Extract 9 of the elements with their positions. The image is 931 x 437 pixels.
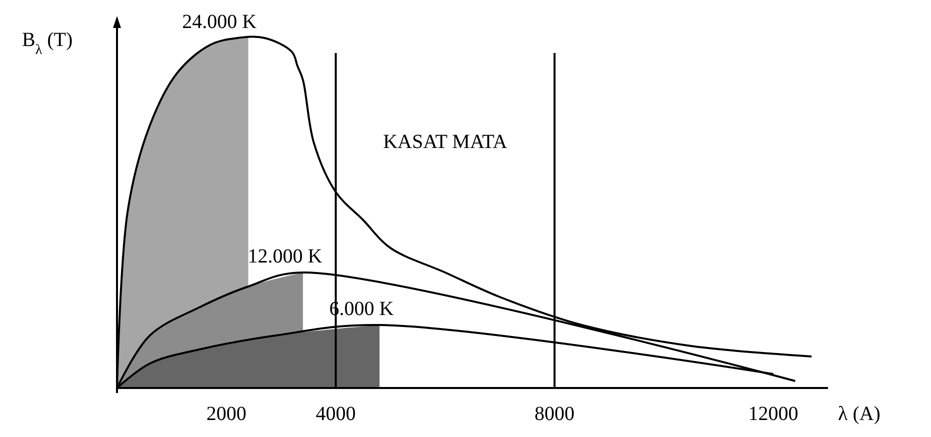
annotation: 24.000 K — [182, 11, 258, 33]
annotation: KASAT MATA — [383, 131, 508, 153]
x-tick-label: 4000 — [316, 403, 356, 425]
x-axis-title: λ (A) — [838, 403, 880, 425]
x-tick-label: 8000 — [534, 403, 575, 425]
y-axis-title: B$_{λ}$ (T) — [22, 29, 73, 58]
x-tick-label: 12000 — [748, 403, 798, 425]
x-tick-label: 2000 — [206, 403, 246, 425]
annotation: 12.000 K — [248, 246, 323, 268]
